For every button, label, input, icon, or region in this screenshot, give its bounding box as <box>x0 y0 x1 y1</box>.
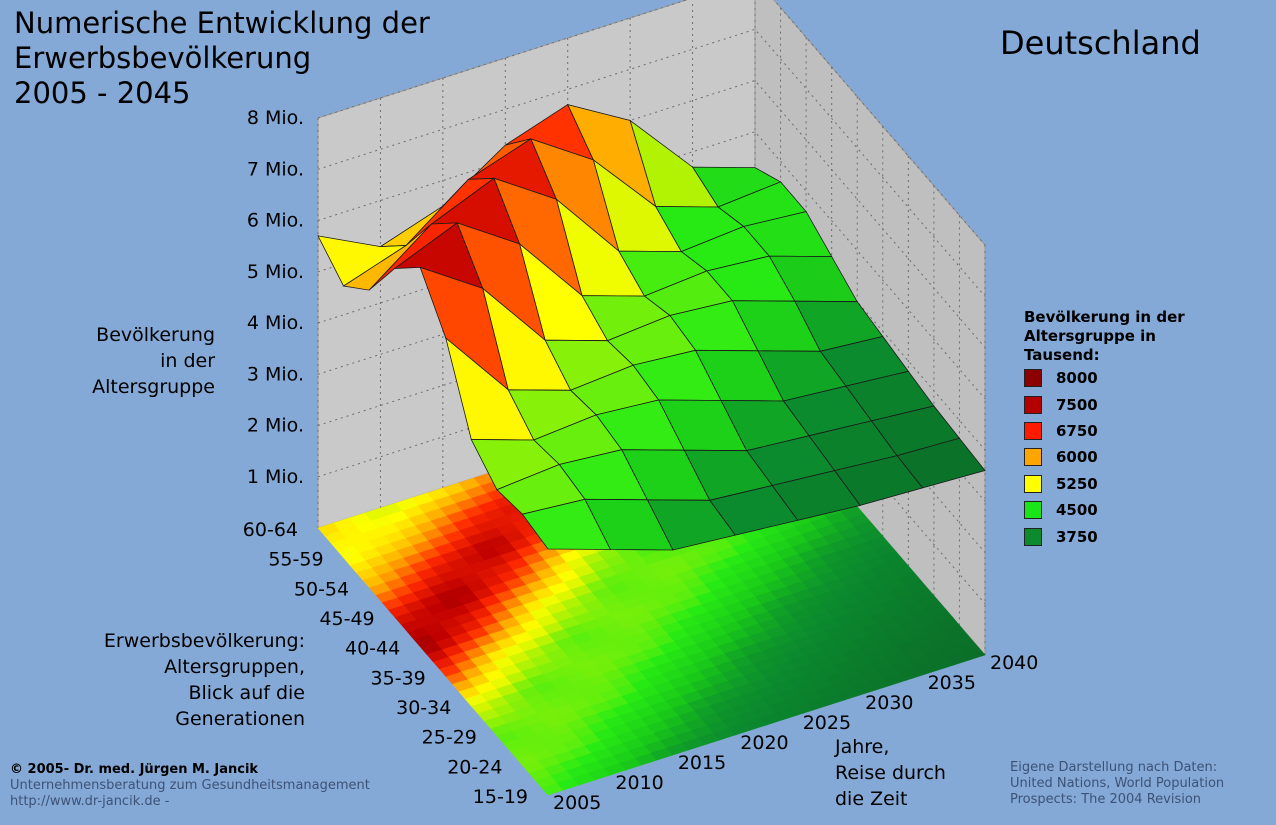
y-axis-label-line-1: Erwerbsbevölkerung: <box>103 630 305 652</box>
y-axis-label: Erwerbsbevölkerung: Altersgruppen, Blick… <box>40 628 305 732</box>
y-tick-label: 40-44 <box>345 638 400 660</box>
credit-line-1: © 2005- Dr. med. Jürgen M. Jancik <box>10 762 259 777</box>
z-tick-label: 4 Mio. <box>247 312 304 334</box>
y-tick-label: 30-34 <box>396 697 451 719</box>
chart-surface <box>317 104 986 551</box>
legend-item-label: 6000 <box>1056 448 1098 467</box>
x-axis-label-line-2: Reise durch <box>835 762 946 784</box>
y-tick-label: 55-59 <box>268 549 323 571</box>
x-axis-label-line-3: die Zeit <box>835 788 908 810</box>
x-tick-label: 2035 <box>928 672 976 694</box>
z-tick-label: 1 Mio. <box>247 466 304 488</box>
legend-title-line-3: Tausend: <box>1024 346 1100 364</box>
y-axis-label-line-3: Blick auf die <box>188 682 305 704</box>
x-axis-label-line-1: Jahre, <box>835 736 890 758</box>
legend-swatch <box>1024 395 1042 414</box>
z-axis-label-line-3: Altersgruppe <box>92 376 215 398</box>
legend-item: 4500 <box>1024 497 1224 523</box>
y-tick-label: 50-54 <box>294 578 349 600</box>
country-label: Deutschland <box>1000 24 1201 62</box>
title-line-2: Erwerbsbevölkerung <box>14 41 312 75</box>
legend-title: Bevölkerung in der Altersgruppe in Tause… <box>1024 308 1224 365</box>
x-tick-label: 2010 <box>615 772 663 794</box>
x-tick-label: 2020 <box>740 732 788 754</box>
y-tick-label: 25-29 <box>422 727 477 749</box>
legend-swatch <box>1024 474 1042 493</box>
legend-item-label: 6750 <box>1056 421 1098 440</box>
y-axis-label-line-4: Generationen <box>175 708 305 730</box>
legend-item: 6750 <box>1024 418 1224 444</box>
legend-title-line-1: Bevölkerung in der <box>1024 308 1185 326</box>
chart-tick-labels: 1 Mio. 2 Mio. 3 Mio. 4 Mio. 5 Mio. 6 Mio. 7 Mi… <box>243 107 1039 814</box>
z-tick-label: 5 Mio. <box>247 261 304 283</box>
credit-url[interactable]: http://www.dr-jancik.de - <box>10 794 170 809</box>
legend-item-label: 7500 <box>1056 395 1098 414</box>
source-line-2: United Nations, World Population <box>1010 776 1225 791</box>
z-axis-label-line-1: Bevölkerung <box>96 324 215 346</box>
legend-item-label: 3750 <box>1056 527 1098 546</box>
legend-item: 5250 <box>1024 471 1224 497</box>
x-tick-label: 2040 <box>990 652 1038 674</box>
legend-title-line-2: Altersgruppe in <box>1024 327 1156 345</box>
legend-item: 3750 <box>1024 523 1224 549</box>
surface-cell <box>521 498 612 550</box>
z-axis-label: Bevölkerung in der Altersgruppe <box>40 322 215 400</box>
x-tick-label: 2005 <box>553 792 601 814</box>
source-note: Eigene Darstellung nach Daten: United Na… <box>1010 760 1224 808</box>
legend-item-label: 5250 <box>1056 474 1098 493</box>
source-line-1: Eigene Darstellung nach Daten: <box>1010 760 1218 775</box>
x-axis-label: Jahre, Reise durch die Zeit <box>835 734 946 812</box>
legend-swatch <box>1024 527 1042 546</box>
credit-line-2: Unternehmensberatung zum Gesundheitsmana… <box>10 778 370 793</box>
credit-block: © 2005- Dr. med. Jürgen M. Jancik Untern… <box>10 762 370 810</box>
legend: Bevölkerung in der Altersgruppe in Tause… <box>1024 308 1224 550</box>
z-tick-label: 6 Mio. <box>247 210 304 232</box>
y-axis-label-line-2: Altersgruppen, <box>164 656 305 678</box>
z-tick-label: 2 Mio. <box>247 415 304 437</box>
legend-swatch <box>1024 448 1042 467</box>
y-tick-label: 15-19 <box>473 786 528 808</box>
z-tick-label: 3 Mio. <box>247 363 304 385</box>
legend-swatch <box>1024 369 1042 388</box>
legend-item: 7500 <box>1024 391 1224 417</box>
legend-item: 6000 <box>1024 444 1224 470</box>
z-tick-label: 8 Mio. <box>247 107 304 129</box>
title-line-1: Numerische Entwicklung der <box>14 6 430 40</box>
z-axis-label-line-2: in der <box>160 350 215 372</box>
y-tick-label: 45-49 <box>319 608 374 630</box>
legend-item-label: 4500 <box>1056 501 1098 520</box>
x-tick-label: 2025 <box>803 712 851 734</box>
z-tick-label: 7 Mio. <box>247 158 304 180</box>
legend-swatch <box>1024 501 1042 520</box>
legend-item: 8000 <box>1024 365 1224 391</box>
title-line-3: 2005 - 2045 <box>14 76 191 110</box>
y-tick-label: 35-39 <box>371 667 426 689</box>
x-tick-label: 2015 <box>678 752 726 774</box>
x-tick-label: 2030 <box>865 692 913 714</box>
legend-item-label: 8000 <box>1056 369 1098 388</box>
y-tick-label: 20-24 <box>447 756 502 778</box>
legend-swatch <box>1024 421 1042 440</box>
chart-title: Numerische Entwicklung der Erwerbsbevölk… <box>14 6 494 111</box>
source-line-3: Prospects: The 2004 Revision <box>1010 792 1202 807</box>
y-tick-label: 60-64 <box>243 519 298 541</box>
